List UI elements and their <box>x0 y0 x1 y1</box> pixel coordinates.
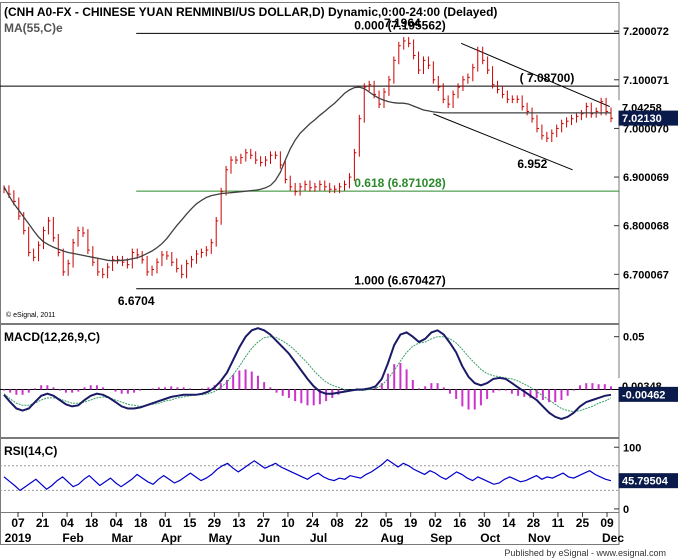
price-tick-label-0: 7.200072 <box>623 26 669 38</box>
x-day-label-6: 01 <box>159 516 173 530</box>
channel-line-0 <box>460 42 610 108</box>
x-month-label-1: Feb <box>62 531 83 545</box>
rsi-panel: 100 0 45.79504 <box>0 442 678 516</box>
x-day-label-23: 25 <box>576 516 590 530</box>
price-tick-label-2: 7.000070 <box>623 123 669 135</box>
x-month-label-9: Oct <box>480 531 500 545</box>
x-day-label-13: 08 <box>330 516 344 530</box>
rsi-last-box-0 <box>618 473 678 489</box>
x-day-label-12: 24 <box>306 516 320 530</box>
x-day-label-0: 07 <box>11 516 25 530</box>
x-month-label-2: Mar <box>111 531 133 545</box>
price-tick-label-3: 6.900069 <box>623 172 669 184</box>
x-day-label-22: 11 <box>552 516 565 530</box>
x-day-label-8: 29 <box>208 516 222 530</box>
price-annotation-0: 7.1964 <box>384 16 421 30</box>
rsi-tick-label-0: 100 <box>623 442 641 454</box>
price-frame <box>0 2 620 324</box>
x-day-label-5: 18 <box>134 516 148 530</box>
x-day-label-1: 21 <box>36 516 50 530</box>
x-day-label-2: 04 <box>60 516 74 530</box>
price-last-box-1 <box>618 110 678 126</box>
rsi-tick-label-1: 0 <box>623 504 629 516</box>
x-day-label-11: 10 <box>281 516 295 530</box>
x-month-label-6: Jul <box>310 531 327 545</box>
footer-credit: Published by eSignal - www.esignal.com <box>504 548 666 558</box>
x-month-label-11: Dec <box>602 531 624 545</box>
rsi-title: RSI(14,C) <box>4 444 57 458</box>
macd-title: MACD(12,26,9,C) <box>4 330 100 344</box>
x-day-label-4: 04 <box>109 516 123 530</box>
price-tick-label-5: 6.700067 <box>623 269 669 281</box>
macd-line <box>3 327 612 421</box>
x-day-label-7: 15 <box>183 516 197 530</box>
x-axis: 07 21 04 18 04 18 01 15 29 13 27 10 24 08 22 05 19 02 16 30… <box>5 512 624 545</box>
x-month-label-0: 2019 <box>5 531 32 545</box>
ma-line <box>3 86 611 262</box>
x-month-label-3: Apr <box>161 531 182 545</box>
macd-last-box-1 <box>618 386 678 402</box>
rsi-frame <box>0 438 620 513</box>
x-month-label-7: Aug <box>380 531 403 545</box>
x-month-label-10: Nov <box>528 531 551 545</box>
price-tick-label-1: 7.100071 <box>623 75 669 87</box>
x-month-label-5: Jun <box>259 531 280 545</box>
price-panel: 7.200072 7.100071 7.000070 6.900069 6.800068… <box>0 16 678 308</box>
channel-line-1 <box>433 113 573 171</box>
macd-panel: 0.050.00348-0.00462 <box>0 327 678 421</box>
x-month-label-8: Sep <box>430 531 452 545</box>
macd-last-label-1: -0.00462 <box>622 389 665 401</box>
x-day-label-16: 19 <box>404 516 418 530</box>
x-day-label-15: 05 <box>379 516 393 530</box>
x-day-label-3: 18 <box>85 516 99 530</box>
price-last-label-1: 7.02130 <box>622 113 662 125</box>
copyright-label: © eSignal, 2011 <box>6 311 56 319</box>
x-axis-frame <box>0 512 620 545</box>
price-annotation-1: 6.952 <box>517 157 547 171</box>
level-label-2: 0.618 (6.871028) <box>354 176 445 190</box>
macd-tick-label-0: 0.05 <box>623 332 644 344</box>
rsi-last-label-0: 45.79504 <box>622 476 669 488</box>
level-label-3: 1.000 (6.670427) <box>354 274 445 288</box>
x-day-label-14: 22 <box>355 516 369 530</box>
x-day-label-9: 13 <box>232 516 246 530</box>
price-annotation-2: 6.6704 <box>118 294 155 308</box>
level-label-1: ( 7.08700) <box>520 71 575 85</box>
x-day-label-20: 14 <box>502 516 516 530</box>
chart-title: (CNH A0-FX - CHINESE YUAN RENMINBI/US DO… <box>4 5 497 19</box>
x-day-label-18: 16 <box>453 516 467 530</box>
price-tick-label-4: 6.800068 <box>623 221 669 233</box>
rsi-line <box>3 458 612 492</box>
x-day-label-17: 02 <box>429 516 443 530</box>
ma-legend: MA(55,C)e <box>4 21 63 35</box>
x-day-label-10: 27 <box>257 516 271 530</box>
x-day-label-24: 09 <box>600 516 614 530</box>
x-month-label-4: May <box>209 531 233 545</box>
x-day-label-21: 28 <box>527 516 541 530</box>
level-label-0: 0.000 (7.195562) <box>354 18 445 32</box>
x-day-label-19: 30 <box>478 516 492 530</box>
